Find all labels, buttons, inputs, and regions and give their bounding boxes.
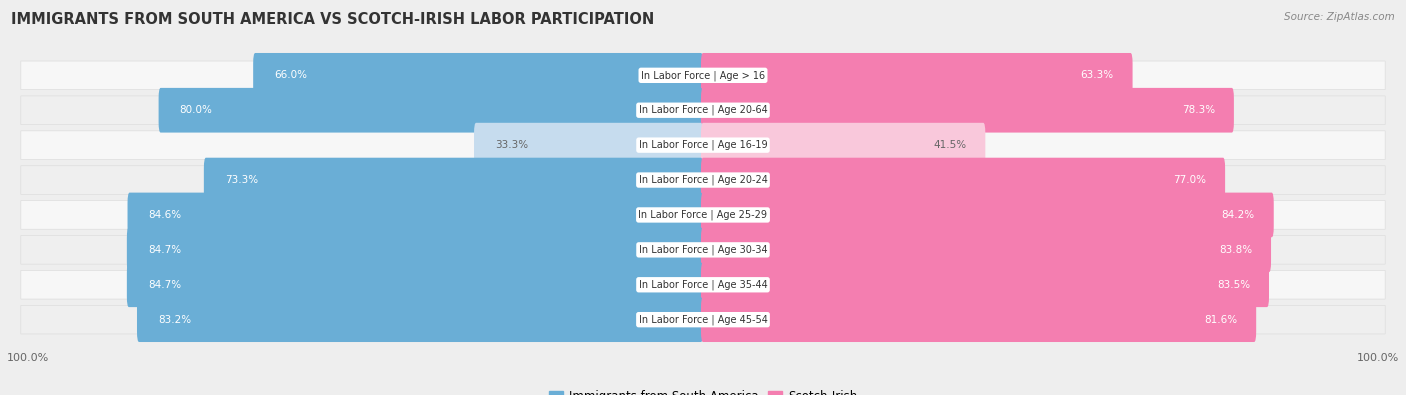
Text: 84.2%: 84.2% [1222, 210, 1254, 220]
Text: 63.3%: 63.3% [1081, 70, 1114, 80]
Text: In Labor Force | Age 20-24: In Labor Force | Age 20-24 [638, 175, 768, 185]
Text: 73.3%: 73.3% [225, 175, 257, 185]
FancyBboxPatch shape [702, 88, 1234, 133]
Text: 83.8%: 83.8% [1219, 245, 1253, 255]
FancyBboxPatch shape [127, 228, 703, 272]
FancyBboxPatch shape [127, 262, 703, 307]
FancyBboxPatch shape [21, 61, 1385, 90]
FancyBboxPatch shape [474, 123, 703, 167]
Text: In Labor Force | Age 30-34: In Labor Force | Age 30-34 [638, 245, 768, 255]
Text: 41.5%: 41.5% [934, 140, 966, 150]
FancyBboxPatch shape [21, 235, 1385, 264]
FancyBboxPatch shape [702, 123, 986, 167]
Text: 80.0%: 80.0% [180, 105, 212, 115]
FancyBboxPatch shape [21, 271, 1385, 299]
FancyBboxPatch shape [702, 158, 1225, 202]
Text: In Labor Force | Age 16-19: In Labor Force | Age 16-19 [638, 140, 768, 150]
FancyBboxPatch shape [21, 305, 1385, 334]
Text: 81.6%: 81.6% [1204, 315, 1237, 325]
Text: 33.3%: 33.3% [495, 140, 529, 150]
FancyBboxPatch shape [128, 193, 703, 237]
FancyBboxPatch shape [21, 166, 1385, 194]
Text: 84.6%: 84.6% [149, 210, 181, 220]
FancyBboxPatch shape [702, 193, 1274, 237]
Legend: Immigrants from South America, Scotch-Irish: Immigrants from South America, Scotch-Ir… [544, 385, 862, 395]
Text: In Labor Force | Age 45-54: In Labor Force | Age 45-54 [638, 314, 768, 325]
FancyBboxPatch shape [21, 201, 1385, 229]
Text: 78.3%: 78.3% [1182, 105, 1215, 115]
FancyBboxPatch shape [702, 228, 1271, 272]
Text: 84.7%: 84.7% [148, 280, 181, 290]
Text: 84.7%: 84.7% [148, 245, 181, 255]
Text: Source: ZipAtlas.com: Source: ZipAtlas.com [1284, 12, 1395, 22]
FancyBboxPatch shape [702, 262, 1270, 307]
Text: 77.0%: 77.0% [1173, 175, 1206, 185]
Text: 66.0%: 66.0% [274, 70, 307, 80]
Text: In Labor Force | Age 35-44: In Labor Force | Age 35-44 [638, 280, 768, 290]
FancyBboxPatch shape [702, 297, 1256, 342]
FancyBboxPatch shape [21, 96, 1385, 124]
FancyBboxPatch shape [21, 131, 1385, 160]
FancyBboxPatch shape [204, 158, 703, 202]
Text: IMMIGRANTS FROM SOUTH AMERICA VS SCOTCH-IRISH LABOR PARTICIPATION: IMMIGRANTS FROM SOUTH AMERICA VS SCOTCH-… [11, 12, 655, 27]
FancyBboxPatch shape [159, 88, 703, 133]
FancyBboxPatch shape [702, 53, 1133, 98]
Text: In Labor Force | Age 25-29: In Labor Force | Age 25-29 [638, 210, 768, 220]
Text: In Labor Force | Age 20-64: In Labor Force | Age 20-64 [638, 105, 768, 115]
FancyBboxPatch shape [253, 53, 703, 98]
Text: 83.5%: 83.5% [1218, 280, 1250, 290]
Text: 83.2%: 83.2% [157, 315, 191, 325]
FancyBboxPatch shape [136, 297, 703, 342]
Text: In Labor Force | Age > 16: In Labor Force | Age > 16 [641, 70, 765, 81]
